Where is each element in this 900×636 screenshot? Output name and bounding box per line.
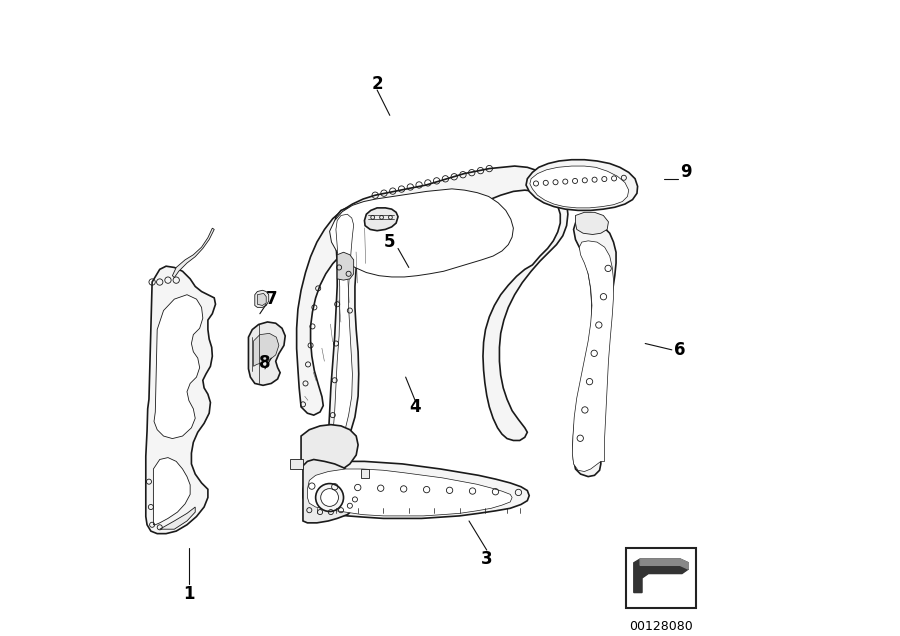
Polygon shape (173, 228, 214, 277)
Polygon shape (328, 208, 361, 445)
Polygon shape (291, 459, 303, 469)
Polygon shape (329, 189, 513, 277)
Polygon shape (530, 166, 629, 208)
Polygon shape (573, 222, 616, 476)
Polygon shape (255, 290, 269, 307)
Polygon shape (361, 469, 369, 478)
Text: 9: 9 (680, 163, 691, 181)
Text: 3: 3 (481, 550, 492, 568)
Polygon shape (333, 214, 354, 440)
Polygon shape (146, 266, 215, 534)
Polygon shape (257, 293, 266, 305)
Polygon shape (575, 212, 608, 235)
Polygon shape (303, 461, 529, 518)
Circle shape (320, 488, 338, 506)
Polygon shape (338, 252, 354, 280)
Polygon shape (526, 160, 637, 211)
Text: 00128080: 00128080 (629, 620, 693, 633)
Text: 7: 7 (266, 290, 277, 308)
Polygon shape (302, 425, 358, 475)
Polygon shape (154, 294, 202, 439)
Text: 1: 1 (183, 586, 194, 604)
Polygon shape (364, 208, 398, 231)
Text: 8: 8 (259, 354, 271, 371)
Polygon shape (248, 322, 285, 385)
Text: 5: 5 (384, 233, 395, 251)
Polygon shape (159, 507, 195, 529)
Polygon shape (297, 166, 568, 441)
FancyBboxPatch shape (626, 548, 696, 609)
Polygon shape (634, 559, 688, 593)
Text: 2: 2 (372, 74, 382, 93)
Text: 6: 6 (674, 341, 685, 359)
Polygon shape (640, 559, 688, 569)
Polygon shape (572, 241, 614, 471)
Polygon shape (153, 457, 190, 525)
Circle shape (316, 483, 344, 511)
Text: 4: 4 (410, 398, 421, 416)
Polygon shape (308, 469, 512, 516)
Polygon shape (254, 333, 279, 366)
Polygon shape (303, 459, 361, 523)
